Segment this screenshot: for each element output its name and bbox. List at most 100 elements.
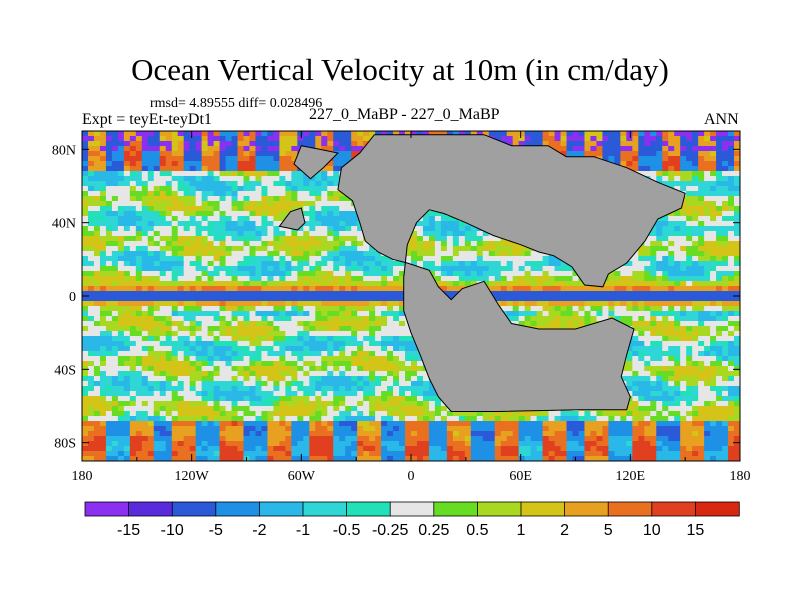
field-cell (93, 156, 101, 162)
field-cell (692, 186, 699, 192)
field-cell (614, 131, 621, 137)
field-cell (315, 176, 322, 182)
field-cell (303, 246, 310, 252)
field-cell (171, 306, 179, 312)
field-cell (351, 216, 358, 222)
field-cell (255, 311, 262, 317)
field-cell (279, 136, 286, 142)
field-cell (147, 271, 155, 277)
field-cell (333, 141, 340, 147)
field-cell (213, 336, 220, 342)
field-cell (458, 281, 466, 287)
field-cell (620, 291, 627, 297)
field-cell (105, 266, 113, 272)
field-cell (536, 291, 543, 297)
field-cell (632, 341, 639, 347)
field-cell (446, 266, 454, 272)
field-cell (357, 146, 364, 152)
field-cell (321, 351, 328, 357)
field-cell (518, 251, 526, 257)
field-cell (309, 186, 316, 192)
field-cell (381, 261, 388, 267)
field-cell (674, 171, 681, 177)
field-cell (141, 191, 149, 197)
field-cell (219, 166, 226, 172)
field-cell (165, 166, 173, 172)
field-cell (285, 291, 292, 297)
field-cell (518, 296, 526, 302)
field-cell (291, 356, 298, 362)
field-cell (129, 281, 137, 287)
field-cell (87, 326, 95, 332)
field-cell (267, 221, 274, 227)
field-cell (237, 281, 244, 287)
field-cell (321, 246, 328, 252)
field-cell (261, 176, 268, 182)
field-cell (686, 196, 693, 202)
field-cell (644, 331, 651, 337)
field-cell (195, 216, 203, 222)
field-cell (674, 176, 681, 182)
field-cell (201, 166, 209, 172)
field-cell (285, 351, 292, 357)
field-cell (632, 151, 639, 157)
field-cell (141, 136, 149, 142)
field-cell (387, 301, 394, 307)
field-cell (710, 156, 717, 162)
field-cell (207, 221, 214, 227)
field-cell (141, 266, 149, 272)
field-cell (117, 296, 125, 302)
field-cell (662, 151, 669, 157)
field-cell (722, 251, 729, 257)
field-cell (632, 291, 639, 297)
field-cell (728, 256, 735, 262)
field-cell (82, 216, 89, 222)
field-cell (129, 291, 137, 297)
field-cell (680, 131, 687, 137)
field-cell (273, 326, 280, 332)
field-cell (273, 141, 280, 147)
field-cell (428, 211, 436, 217)
field-cell (261, 266, 268, 272)
field-cell (692, 206, 699, 212)
field-cell (183, 331, 191, 337)
field-cell (554, 131, 561, 137)
field-cell (183, 181, 191, 187)
field-cell (249, 211, 256, 217)
field-cell (291, 256, 298, 262)
field-cell (692, 181, 699, 187)
field-cell (602, 296, 609, 302)
field-cell (129, 336, 137, 342)
field-cell (237, 131, 244, 137)
field-cell (381, 296, 388, 302)
field-cell (530, 141, 538, 147)
field-cell (710, 256, 717, 262)
field-cell (261, 281, 268, 287)
field-cell (285, 341, 292, 347)
field-cell (393, 351, 400, 357)
field-cell (333, 236, 340, 242)
field-cell (327, 241, 334, 247)
field-cell (686, 131, 693, 137)
field-cell (363, 241, 370, 247)
field-cell (512, 241, 520, 247)
field-cell (626, 346, 633, 352)
field-cell (704, 346, 711, 352)
field-cell (309, 346, 316, 352)
field-cell (291, 231, 298, 237)
field-cell (189, 231, 197, 237)
field-cell (668, 156, 675, 162)
field-cell (82, 301, 89, 307)
field-cell (165, 266, 173, 272)
field-cell (668, 336, 675, 342)
field-cell (273, 331, 280, 337)
field-cell (369, 321, 376, 327)
field-cell (93, 301, 101, 307)
field-cell (315, 241, 322, 247)
field-cell (590, 146, 597, 152)
field-cell (123, 236, 131, 242)
field-cell (728, 331, 735, 337)
field-cell (141, 141, 149, 147)
field-cell (518, 256, 526, 262)
